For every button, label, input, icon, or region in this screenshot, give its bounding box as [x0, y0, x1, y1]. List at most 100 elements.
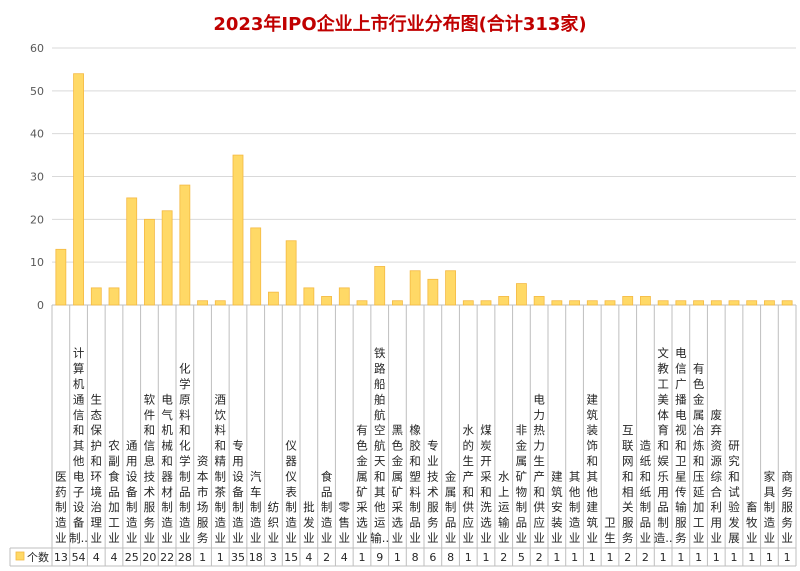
data-table-value: 1	[713, 551, 720, 564]
category-label: 批发业	[303, 500, 315, 545]
data-table-value: 4	[111, 551, 118, 564]
y-tick-label: 60	[30, 42, 44, 55]
data-table-value: 15	[284, 551, 298, 564]
bar	[498, 296, 510, 306]
category-label: 文教工美体育和娱乐用品制造..	[654, 346, 673, 545]
bar	[126, 197, 138, 306]
y-tick-label: 10	[30, 256, 44, 269]
data-table-value: 1	[571, 551, 578, 564]
data-table-value: 8	[412, 551, 419, 564]
category-label: 化学原料和化学制品制造业	[179, 362, 191, 545]
bar	[338, 287, 350, 306]
data-table-value: 2	[624, 551, 631, 564]
bar	[710, 300, 722, 306]
legend-label: 个数	[27, 551, 49, 564]
category-label: 通用设备制造业	[126, 439, 138, 545]
data-table-value: 1	[217, 551, 224, 564]
category-label: 软件和信息技术服务业	[144, 392, 156, 545]
category-label: 水上运输业	[498, 469, 510, 545]
bar	[462, 300, 474, 306]
category-label: 橡胶和塑料制品业	[409, 423, 421, 545]
chart-title: 2023年IPO企业上市行业分布图(合计313家)	[213, 14, 587, 35]
data-table-value: 3	[270, 551, 277, 564]
bar	[764, 300, 775, 306]
category-label: 医药制造业	[55, 469, 67, 545]
data-table-value: 1	[784, 551, 791, 564]
data-table-value: 4	[341, 551, 348, 564]
data-table-value: 1	[677, 551, 684, 564]
bar	[781, 300, 793, 306]
data-table-value: 1	[731, 551, 738, 564]
bar	[73, 73, 84, 306]
category-label: 互联网和相关服务	[622, 423, 634, 545]
category-label: 仪器仪表制造业	[285, 439, 297, 545]
category-label: 资本市场服务	[197, 454, 209, 545]
bar	[108, 287, 120, 306]
data-table-value: 13	[54, 551, 68, 564]
y-tick-label: 30	[30, 171, 44, 184]
category-label: 食品制造业	[321, 469, 333, 545]
bar	[214, 300, 226, 306]
data-table-value: 1	[748, 551, 755, 564]
data-table-value: 1	[766, 551, 773, 564]
data-table-value: 25	[125, 551, 139, 564]
data-table-value: 2	[323, 551, 330, 564]
data-table-value: 4	[305, 551, 312, 564]
bar	[392, 300, 403, 306]
data-table-value: 1	[199, 551, 206, 564]
bar	[179, 184, 191, 306]
data-table-value: 2	[500, 551, 507, 564]
category-label: 卫生	[604, 516, 616, 545]
bar	[197, 300, 208, 306]
category-label: 纺织业	[268, 500, 280, 545]
bar	[427, 278, 439, 306]
bar	[90, 287, 102, 306]
data-table-value: 20	[142, 551, 156, 564]
bar	[657, 300, 669, 306]
bar	[533, 296, 545, 306]
data-table-value: 1	[483, 551, 490, 564]
category-label: 黑色金属矿采选业	[392, 423, 404, 545]
category-label: 非金属矿物制品业	[516, 423, 528, 545]
category-label: 建筑安装业	[551, 469, 563, 545]
bar	[374, 266, 386, 306]
category-label: 农副食品加工业	[108, 439, 120, 545]
bar	[586, 300, 598, 306]
y-tick-label: 0	[37, 299, 44, 312]
category-label: 金属制品业	[445, 469, 457, 545]
bar	[55, 248, 67, 306]
data-table-value: 1	[607, 551, 614, 564]
bar	[693, 300, 704, 306]
y-tick-label: 20	[30, 213, 44, 226]
category-label: 有色金属冶炼和压延加工业	[693, 362, 705, 545]
bar	[480, 300, 492, 306]
bar	[409, 270, 421, 306]
data-table-value: 54	[72, 551, 86, 564]
category-label: 零售业	[339, 500, 351, 545]
category-label: 专业技术服务业	[427, 439, 439, 545]
category-label: 废弃资源综合利用业	[711, 408, 723, 545]
data-table-value: 22	[160, 551, 174, 564]
category-label: 专用设备制造业	[232, 439, 244, 545]
legend-swatch	[15, 551, 25, 561]
category-label: 有色金属矿采选业	[356, 423, 368, 545]
category-label: 酒饮料和精制茶制造业	[215, 392, 227, 545]
data-table-value: 9	[376, 551, 383, 564]
data-table-value: 1	[589, 551, 596, 564]
bar	[728, 300, 740, 306]
data-table-value: 18	[249, 551, 263, 564]
category-label: 电信广播电视和卫星传输服务	[675, 346, 687, 545]
bar	[250, 227, 262, 306]
category-label: 畜牧业	[746, 500, 758, 545]
bar	[303, 287, 315, 306]
category-label: 水的生产和供应业	[463, 423, 475, 545]
data-table-value: 8	[447, 551, 454, 564]
bar	[622, 296, 634, 306]
data-table-value: 2	[642, 551, 649, 564]
category-label: 电气机械和器材制造业	[161, 392, 173, 545]
category-label: 建筑装饰和其他建筑业	[587, 392, 599, 545]
data-table-value: 1	[695, 551, 702, 564]
category-label: 煤炭开采和洗选业	[480, 423, 492, 545]
bar	[551, 300, 563, 306]
